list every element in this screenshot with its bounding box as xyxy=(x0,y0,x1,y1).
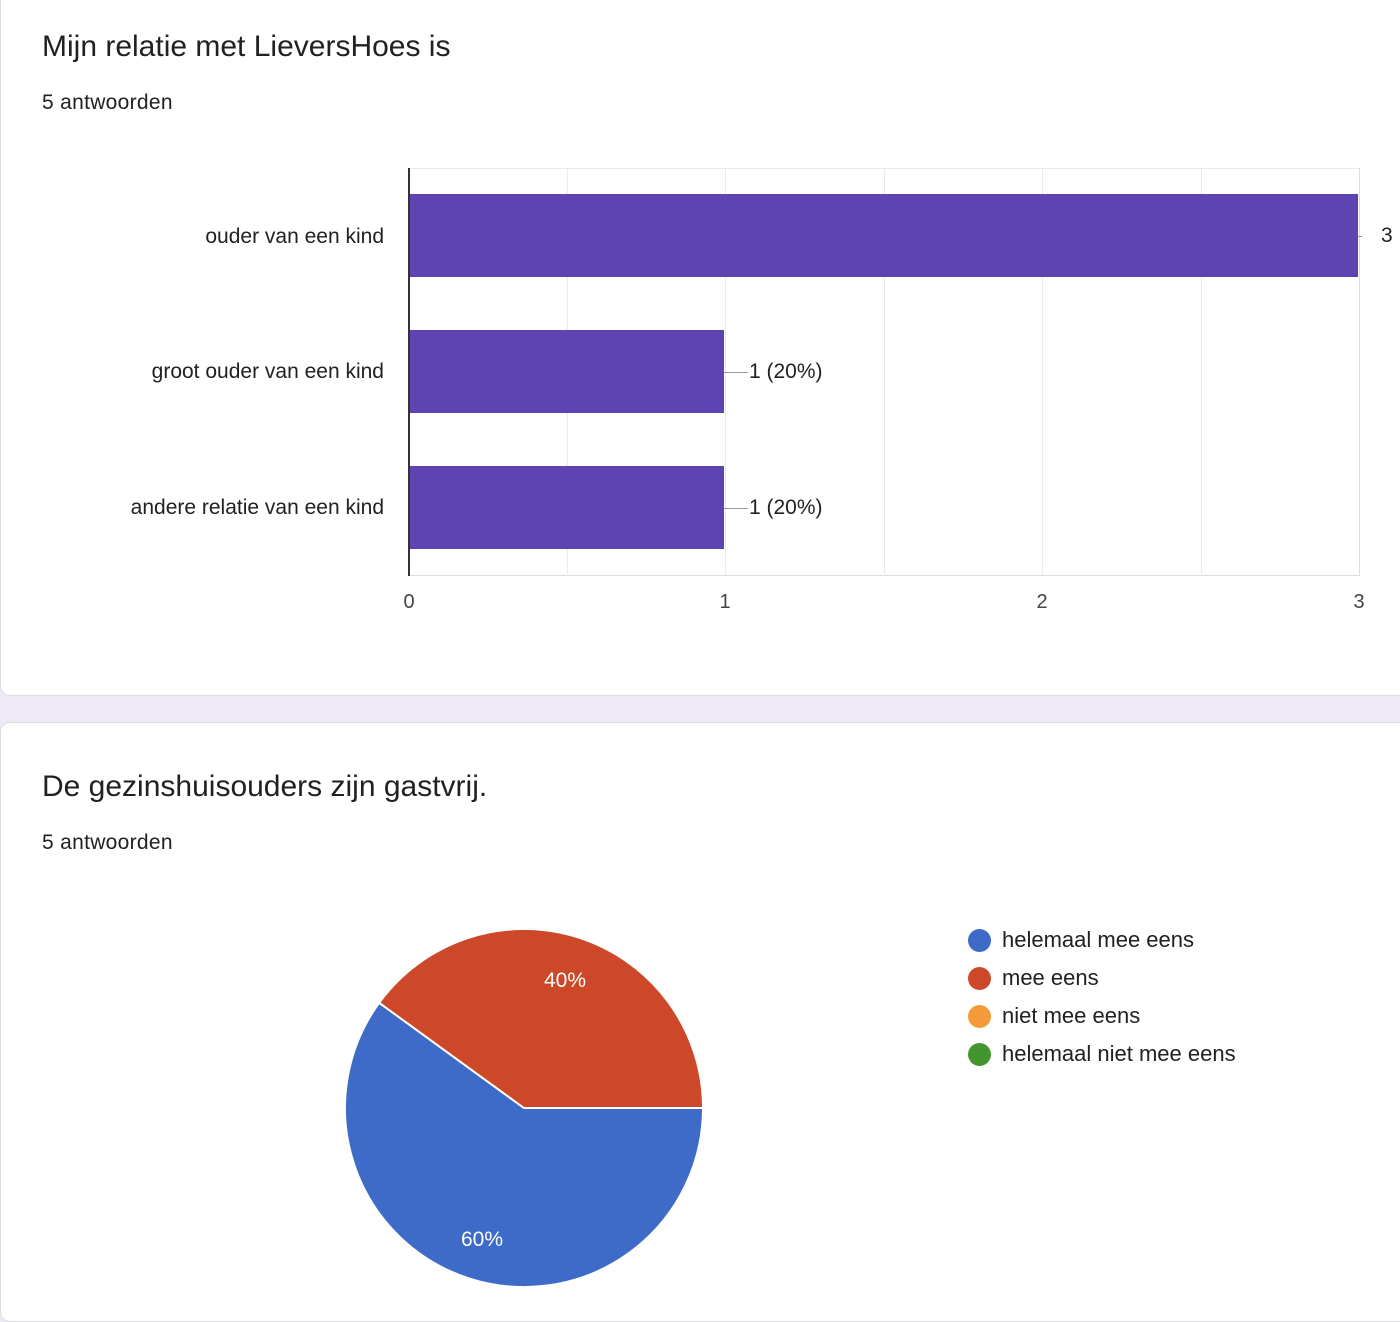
legend-dot-icon xyxy=(968,928,991,952)
question-title: Mijn relatie met LieversHoes is xyxy=(42,30,451,63)
gridline xyxy=(1201,168,1202,576)
leader-line xyxy=(724,372,748,373)
bar-andere[interactable] xyxy=(409,466,724,549)
legend-label: niet mee eens xyxy=(1002,1003,1141,1028)
legend-dot-icon xyxy=(968,1042,991,1066)
leader-line xyxy=(1358,236,1362,237)
pie-chart: 40% 60% xyxy=(344,928,705,1288)
leader-line xyxy=(724,508,748,509)
gridline xyxy=(1359,168,1360,576)
legend-item[interactable]: helemaal mee eens xyxy=(968,927,1194,953)
legend-dot-icon xyxy=(968,1004,991,1028)
gridline xyxy=(1042,168,1043,576)
legend-item[interactable]: mee eens xyxy=(968,965,1099,991)
x-tick: 1 xyxy=(719,591,731,613)
category-label: groot ouder van een kind xyxy=(151,360,384,383)
legend-label: helemaal mee eens xyxy=(1002,927,1195,952)
value-label: 3 xyxy=(1381,224,1393,247)
x-tick: 2 xyxy=(1036,591,1048,613)
slice-helemaal-mee-eens[interactable] xyxy=(344,1001,705,1288)
x-tick: 3 xyxy=(1353,591,1365,613)
response-count: 5 antwoorden xyxy=(42,831,173,854)
category-label: andere relatie van een kind xyxy=(130,496,384,519)
slice-label-40: 40% xyxy=(544,969,586,992)
slice-mee-eens[interactable] xyxy=(377,928,705,1109)
legend-dot-icon xyxy=(968,966,991,990)
category-label: ouder van een kind xyxy=(205,225,384,248)
response-count: 5 antwoorden xyxy=(42,91,173,114)
x-tick: 0 xyxy=(403,591,415,613)
legend-label: mee eens xyxy=(1002,965,1099,990)
bar-ouder[interactable] xyxy=(409,194,1358,277)
legend-label: helemaal niet mee eens xyxy=(1002,1041,1236,1066)
value-label: 1 (20%) xyxy=(749,496,823,519)
bar-grootouder[interactable] xyxy=(409,330,724,413)
question-title: De gezinshuisouders zijn gastvrij. xyxy=(42,770,488,803)
y-axis-line xyxy=(408,168,410,576)
legend-item[interactable]: niet mee eens xyxy=(968,1003,1140,1029)
value-label: 1 (20%) xyxy=(749,360,823,383)
slice-label-60: 60% xyxy=(461,1228,503,1251)
legend-item[interactable]: helemaal niet mee eens xyxy=(968,1041,1236,1067)
question-card-hospitality xyxy=(0,722,1400,1322)
gridline xyxy=(884,168,885,576)
